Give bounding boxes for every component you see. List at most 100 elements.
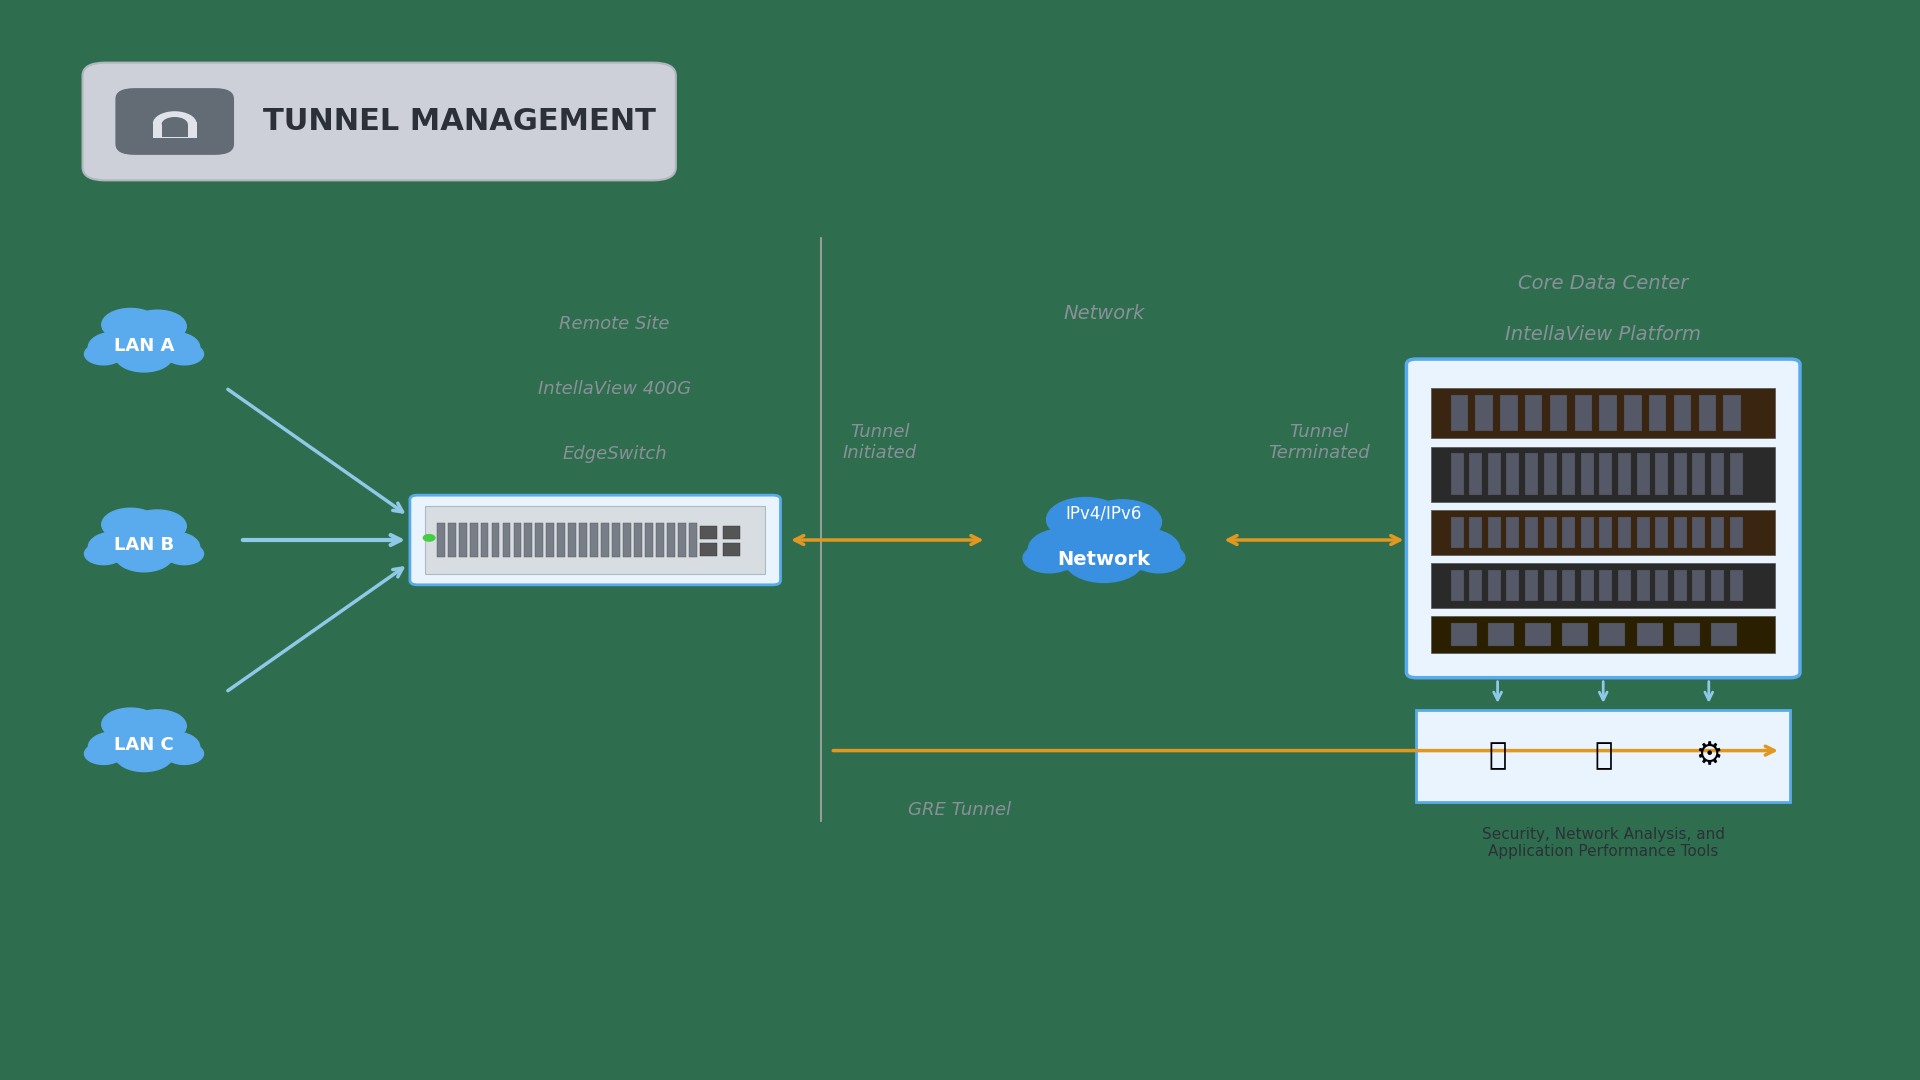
Bar xyxy=(1488,517,1501,549)
Bar xyxy=(1699,394,1716,431)
Text: IPv4/IPv6: IPv4/IPv6 xyxy=(1066,504,1142,522)
Circle shape xyxy=(84,743,123,765)
Bar xyxy=(1430,511,1774,555)
Bar xyxy=(480,523,488,557)
Circle shape xyxy=(115,739,173,771)
Bar xyxy=(1524,394,1542,431)
Bar xyxy=(1599,622,1626,646)
Bar xyxy=(1524,517,1538,549)
Text: Network: Network xyxy=(1058,550,1150,569)
Circle shape xyxy=(108,519,180,561)
Bar xyxy=(1619,569,1630,600)
Bar xyxy=(154,122,196,138)
Text: Tunnel
Terminated: Tunnel Terminated xyxy=(1267,423,1369,462)
Bar xyxy=(1674,394,1692,431)
Bar xyxy=(699,543,718,556)
Bar xyxy=(1730,454,1743,495)
Text: Security, Network Analysis, and
Application Performance Tools: Security, Network Analysis, and Applicat… xyxy=(1482,827,1724,860)
Bar xyxy=(1544,454,1557,495)
Bar xyxy=(557,523,564,557)
Bar xyxy=(1655,454,1668,495)
Bar xyxy=(1452,454,1463,495)
Bar xyxy=(536,523,543,557)
Text: EdgeSwitch: EdgeSwitch xyxy=(563,445,666,462)
Bar xyxy=(1563,622,1588,646)
Bar xyxy=(1452,622,1476,646)
Bar xyxy=(1674,454,1688,495)
Bar xyxy=(1580,454,1594,495)
Bar xyxy=(503,523,511,557)
Bar xyxy=(1599,517,1613,549)
Circle shape xyxy=(1066,538,1142,582)
Circle shape xyxy=(165,743,204,765)
Circle shape xyxy=(146,531,200,562)
Circle shape xyxy=(1106,528,1179,569)
Bar xyxy=(1563,454,1574,495)
Bar xyxy=(580,523,588,557)
Bar xyxy=(699,526,718,539)
Bar xyxy=(666,523,674,557)
Bar xyxy=(1500,394,1517,431)
Circle shape xyxy=(422,535,436,541)
FancyBboxPatch shape xyxy=(1405,359,1801,678)
Bar xyxy=(1619,517,1630,549)
Bar xyxy=(1692,517,1705,549)
Circle shape xyxy=(146,731,200,761)
Circle shape xyxy=(108,320,180,361)
Bar xyxy=(1674,622,1699,646)
Bar xyxy=(657,523,664,557)
Bar xyxy=(1430,564,1774,607)
Bar xyxy=(1430,388,1774,438)
Bar xyxy=(513,523,522,557)
Bar xyxy=(1649,394,1667,431)
FancyBboxPatch shape xyxy=(115,89,234,154)
Circle shape xyxy=(115,539,173,571)
Bar xyxy=(1563,517,1574,549)
FancyBboxPatch shape xyxy=(1415,711,1789,801)
Circle shape xyxy=(165,343,204,365)
Bar xyxy=(1430,447,1774,501)
Bar xyxy=(1580,569,1594,600)
Circle shape xyxy=(1029,528,1102,569)
Bar xyxy=(1692,454,1705,495)
Bar xyxy=(601,523,609,557)
Text: LAN B: LAN B xyxy=(113,537,175,554)
Wedge shape xyxy=(161,117,188,124)
Wedge shape xyxy=(154,111,196,123)
Bar xyxy=(1488,569,1501,600)
Bar xyxy=(645,523,653,557)
Bar xyxy=(447,523,455,557)
Bar xyxy=(470,523,478,557)
Bar xyxy=(634,523,641,557)
Bar xyxy=(459,523,467,557)
Bar xyxy=(1488,454,1501,495)
Circle shape xyxy=(1023,543,1075,572)
Text: 🔍: 🔍 xyxy=(1594,742,1613,770)
Circle shape xyxy=(102,309,159,341)
Bar xyxy=(1624,394,1642,431)
Bar xyxy=(1636,517,1649,549)
Text: GRE Tunnel: GRE Tunnel xyxy=(908,801,1012,819)
Bar xyxy=(1488,622,1513,646)
Bar xyxy=(1580,517,1594,549)
Text: 🛡: 🛡 xyxy=(1488,742,1507,770)
Bar xyxy=(426,505,764,575)
Bar xyxy=(1692,569,1705,600)
Circle shape xyxy=(88,332,142,362)
Bar xyxy=(1636,454,1649,495)
Circle shape xyxy=(1083,500,1162,544)
Bar xyxy=(1636,622,1663,646)
Circle shape xyxy=(108,719,180,760)
Circle shape xyxy=(115,339,173,372)
Bar xyxy=(1524,622,1551,646)
Text: Tunnel
Initiated: Tunnel Initiated xyxy=(843,423,916,462)
Bar xyxy=(1507,517,1519,549)
Bar xyxy=(1574,394,1592,431)
Bar xyxy=(568,523,576,557)
Bar xyxy=(1524,569,1538,600)
Bar xyxy=(1711,569,1724,600)
FancyBboxPatch shape xyxy=(83,63,676,180)
Bar xyxy=(1730,517,1743,549)
Text: Remote Site: Remote Site xyxy=(559,315,670,333)
Bar xyxy=(1452,394,1469,431)
